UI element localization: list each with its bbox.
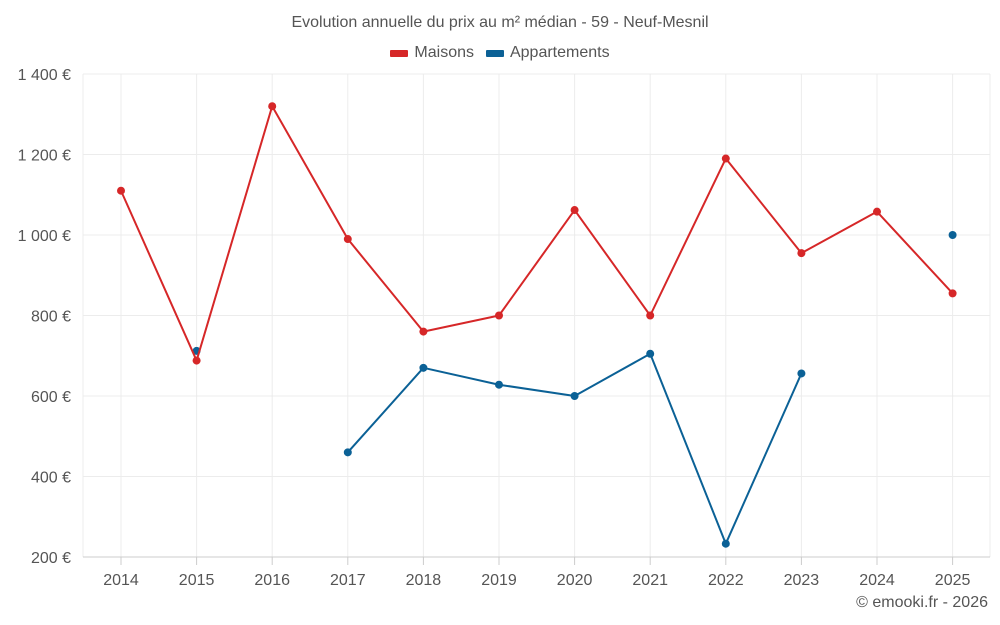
x-tick-label: 2024 — [859, 572, 895, 589]
y-tick-label: 1 000 € — [18, 228, 71, 245]
x-tick-label: 2019 — [481, 572, 517, 589]
data-point-appartements — [343, 448, 352, 457]
legend-swatch-appartements — [485, 49, 504, 57]
data-point-maisons — [948, 289, 957, 298]
data-point-maisons — [570, 206, 579, 215]
legend-item-maisons[interactable]: Maisons — [390, 44, 474, 62]
x-tick-label: 2018 — [406, 572, 442, 589]
x-tick-label: 2020 — [557, 572, 593, 589]
data-point-appartements — [646, 349, 655, 358]
legend-label-appartements: Appartements — [509, 44, 610, 61]
x-tick-label: 2021 — [632, 572, 668, 589]
legend-label-maisons: Maisons — [414, 44, 474, 61]
series-line-maisons — [120, 105, 954, 362]
data-point-appartements — [797, 369, 806, 378]
y-tick-label: 1 400 € — [18, 67, 71, 84]
legend-item-appartements[interactable]: Appartements — [485, 44, 610, 62]
x-tick-label: 2022 — [708, 572, 744, 589]
y-tick-label: 1 200 € — [18, 148, 71, 165]
y-tick-label: 200 € — [31, 550, 71, 567]
y-tick-label: 600 € — [31, 389, 71, 406]
x-tick-label: 2025 — [935, 572, 971, 589]
y-tick-label: 800 € — [31, 309, 71, 326]
data-point-appartements — [570, 392, 579, 400]
data-point-appartements — [721, 539, 730, 548]
data-point-maisons — [268, 102, 277, 111]
x-tick-label: 2014 — [103, 572, 139, 589]
data-point-maisons — [797, 249, 806, 258]
data-point-maisons — [117, 186, 125, 195]
chart-title: Evolution annuelle du prix au m² médian … — [291, 14, 709, 31]
data-point-maisons — [343, 235, 352, 244]
x-tick-label: 2015 — [179, 572, 215, 589]
x-tick-label: 2016 — [254, 572, 290, 589]
y-tick-label: 400 € — [31, 470, 71, 487]
credit-text: © emooki.fr - 2026 — [856, 594, 988, 611]
data-point-appartements — [948, 231, 957, 239]
data-point-maisons — [873, 207, 881, 216]
x-tick-label: 2023 — [784, 572, 820, 589]
chart-legend: Maisons Appartements — [0, 44, 1000, 62]
data-point-maisons — [721, 154, 730, 163]
data-point-maisons — [192, 356, 201, 365]
data-point-maisons — [646, 311, 655, 320]
data-point-maisons — [495, 311, 503, 320]
x-tick-label: 2017 — [330, 572, 366, 589]
data-point-maisons — [419, 327, 428, 336]
data-point-appartements — [419, 363, 428, 372]
legend-swatch-maisons — [390, 49, 409, 57]
data-point-appartements — [495, 380, 503, 389]
